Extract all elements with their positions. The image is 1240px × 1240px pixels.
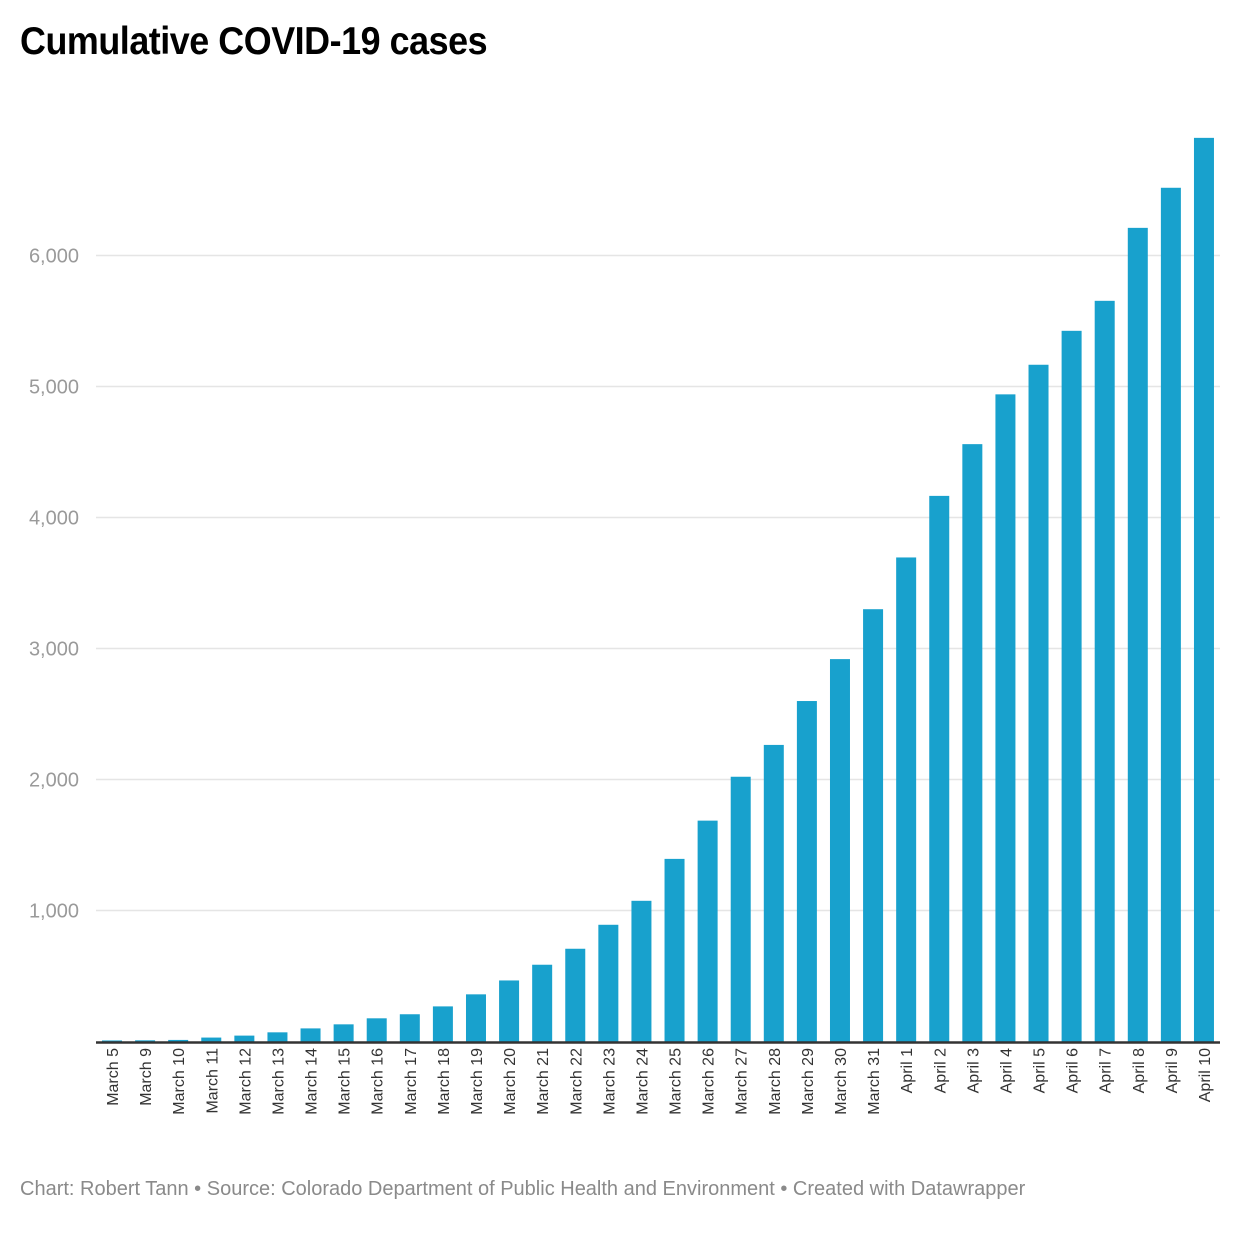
y-tick-label: 5,000 [29,377,79,399]
bar [863,609,884,1042]
x-tick-label: March 22 [568,1048,585,1115]
bar [499,980,520,1042]
bars [102,137,1214,1042]
bar [300,1028,321,1042]
bar [565,948,586,1042]
bar [465,994,486,1042]
x-tick-label: March 10 [171,1048,188,1115]
x-tick-label: March 12 [237,1048,254,1115]
bar [333,1024,354,1042]
x-tick-label: March 13 [270,1048,287,1115]
x-tick-label: March 19 [469,1048,486,1115]
y-tick-label: 6,000 [29,246,79,268]
x-tick-label: March 23 [601,1048,618,1115]
x-tick-label: March 24 [634,1048,651,1115]
bar [697,820,718,1042]
bar [1160,187,1181,1042]
x-tick-label: March 16 [370,1048,387,1115]
x-tick-label: March 29 [800,1048,817,1115]
bar [1061,330,1082,1042]
y-tick-label: 4,000 [29,508,79,530]
x-tick-label: March 18 [436,1048,453,1115]
bar [598,924,619,1042]
x-tick-label: March 25 [668,1048,685,1115]
bar [929,495,950,1042]
bar [962,444,983,1042]
bar [532,964,553,1042]
x-tick-label: March 28 [767,1048,784,1115]
bar [829,659,850,1042]
bar [102,1040,122,1042]
x-tick-label: April 9 [1164,1048,1181,1093]
bar [432,1006,453,1042]
bar [995,394,1016,1042]
x-tick-label: April 5 [1032,1048,1049,1093]
bar [1193,137,1214,1042]
x-tick-label: March 31 [866,1048,883,1115]
bar [1127,227,1148,1042]
x-tick-label: April 4 [998,1048,1015,1093]
bar [234,1035,255,1042]
bar [135,1040,156,1042]
chart-footer-credits: Chart: Robert Tann • Source: Colorado De… [20,1178,1026,1200]
bar [763,744,784,1042]
x-tick-label: March 20 [502,1048,519,1115]
x-tick-label: March 17 [403,1048,420,1115]
x-tick-label: March 27 [734,1048,751,1115]
chart-title: Cumulative COVID-19 cases [20,20,488,63]
bar [168,1039,189,1042]
bar [896,557,917,1042]
bar [399,1014,420,1042]
x-tick-label: April 3 [965,1048,982,1093]
x-tick-label: March 5 [105,1048,122,1106]
y-tick-label: 1,000 [29,901,79,923]
bar [796,701,817,1042]
x-tick-label: March 21 [535,1048,552,1115]
x-tick-label: March 26 [701,1048,718,1115]
x-tick-label: April 8 [1131,1048,1148,1093]
x-tick-label: March 30 [833,1048,850,1115]
x-axis-tick-labels: March 5 March 9 March 10 March 11 March 12 Ma… [105,1048,1214,1115]
x-tick-label: April 10 [1197,1048,1214,1102]
gridlines [96,254,1220,912]
bar [201,1037,222,1042]
x-tick-label: April 6 [1065,1048,1082,1093]
y-tick-label: 2,000 [29,770,79,792]
bar [664,858,685,1042]
bar [1094,300,1115,1042]
bar [267,1032,288,1042]
x-tick-label: April 7 [1098,1048,1115,1093]
x-tick-label: April 1 [899,1048,916,1093]
y-axis-tick-labels: 1,000 2,000 3,000 4,000 5,000 6,000 [29,246,79,923]
bar [366,1018,387,1042]
bar [1028,364,1049,1042]
y-tick-label: 3,000 [29,639,79,661]
bar [730,776,751,1042]
x-tick-label: March 14 [304,1048,321,1115]
x-tick-label: March 11 [204,1048,221,1114]
bar [631,900,652,1042]
x-tick-label: March 9 [138,1048,155,1106]
x-tick-label: April 2 [932,1048,949,1093]
x-tick-label: March 15 [337,1048,354,1115]
